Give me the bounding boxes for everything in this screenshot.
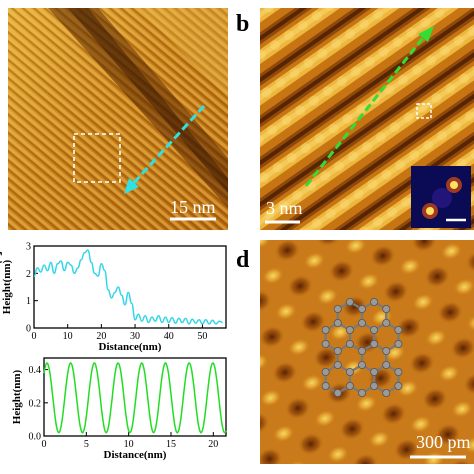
- lattice-atom: [333, 347, 342, 356]
- lattice-atom: [345, 367, 354, 376]
- lattice-atom: [358, 388, 367, 397]
- x-tick-label: 0: [32, 331, 37, 342]
- lattice-atom: [370, 367, 379, 376]
- panel-c-letter: c: [0, 244, 3, 268]
- stm-image-b: 3 nm: [260, 8, 474, 230]
- y-tick-label: 0.0: [29, 432, 42, 443]
- x-tick-label: 0: [42, 439, 47, 450]
- stm-image-a: 15 nm: [8, 8, 228, 230]
- lattice-atom: [345, 381, 354, 390]
- lattice-atom: [394, 381, 403, 390]
- x-tick-label: 15: [166, 439, 176, 450]
- lattice-atom: [382, 305, 391, 314]
- lattice-atom: [382, 388, 391, 397]
- lattice-atom: [358, 361, 367, 370]
- x-tick-label: 50: [197, 331, 207, 342]
- lattice-atom: [345, 298, 354, 307]
- stm-image-d: 300 pm: [260, 240, 474, 464]
- lattice-atom: [394, 340, 403, 349]
- y-tick-label: 0: [26, 324, 31, 335]
- lattice-atom: [358, 319, 367, 328]
- x-tick-label: 30: [130, 331, 140, 342]
- lattice-atom: [370, 340, 379, 349]
- y-tick-label: 0.2: [29, 398, 42, 409]
- lattice-atom: [358, 347, 367, 356]
- scale-label-a: 15 nm: [170, 197, 216, 217]
- y-tick-label: 3: [26, 242, 31, 253]
- x-axis-label: Distance(nm): [104, 449, 167, 461]
- chart-frame: [33, 245, 227, 329]
- lattice-atom: [321, 367, 330, 376]
- y-axis-label: Height(nm): [1, 259, 13, 314]
- dashed-region-box-a: [73, 133, 121, 183]
- height-profile-charts: 0 10 20 30 40 50 0 1 2 3 Distance(nm) Height(nm) 0 5…: [1, 242, 227, 461]
- lattice-atom: [370, 326, 379, 335]
- x-tick-label: 20: [208, 439, 218, 450]
- dashed-region-box-b: [416, 103, 432, 119]
- lattice-atom: [333, 388, 342, 397]
- y-axis-label: Height(nm): [11, 369, 23, 424]
- lattice-atom: [333, 305, 342, 314]
- lattice-atom: [321, 326, 330, 335]
- fft-inset: [411, 166, 471, 228]
- chart-frame: [43, 357, 227, 437]
- lattice-atom: [345, 326, 354, 335]
- x-tick-label: 10: [63, 331, 73, 342]
- lattice-atom: [382, 319, 391, 328]
- lattice-atom: [370, 381, 379, 390]
- scale-label-d: 300 pm: [416, 432, 471, 452]
- x-axis-label: Distance(nm): [99, 341, 162, 353]
- y-tick-label: 2: [26, 269, 31, 280]
- profile-arrow-cyan: [129, 104, 206, 188]
- lattice-atom: [321, 381, 330, 390]
- x-tick-label: 20: [96, 331, 106, 342]
- y-tick-label: 0.4: [29, 365, 42, 376]
- y-tick-label: 1: [26, 296, 31, 307]
- profile-arrow-green: [304, 33, 428, 187]
- height-profile-line: [33, 249, 223, 325]
- lattice-atom: [333, 319, 342, 328]
- lattice-atom: [382, 347, 391, 356]
- panel-d-letter: d: [236, 247, 250, 273]
- lattice-atom: [333, 361, 342, 370]
- lattice-atom: [394, 326, 403, 335]
- x-tick-label: 10: [124, 439, 134, 450]
- lattice-atom: [358, 305, 367, 314]
- lattice-atom: [382, 361, 391, 370]
- x-tick-label: 5: [84, 439, 89, 450]
- x-tick-label: 40: [164, 331, 174, 342]
- lattice-atom: [345, 340, 354, 349]
- lattice-atom: [321, 340, 330, 349]
- height-profile-line: [43, 361, 227, 434]
- panel-b-letter: b: [236, 11, 250, 37]
- lattice-atom: [394, 367, 403, 376]
- graphene-lattice-model: [321, 298, 403, 397]
- lattice-atom: [370, 298, 379, 307]
- scale-label-b: 3 nm: [266, 198, 303, 218]
